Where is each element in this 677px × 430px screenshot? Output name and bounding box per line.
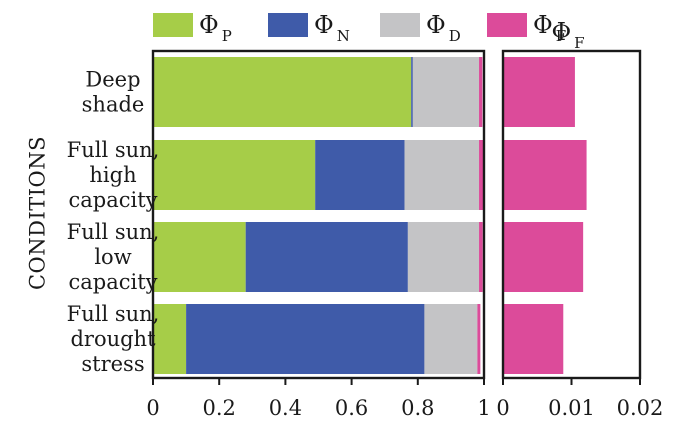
category-label: Deep [85, 68, 140, 92]
phi-f-bar-1 [503, 57, 575, 127]
x-tick-label: 0.6 [335, 396, 368, 420]
bar-n-3 [245, 222, 408, 292]
legend-swatch-f [487, 13, 527, 37]
category-label: capacity [68, 270, 157, 294]
x-tick-label: 0.4 [269, 396, 302, 420]
bar-f-3 [479, 222, 483, 292]
bar-n-1 [411, 57, 413, 127]
bar-f-2 [479, 140, 484, 210]
category-label: capacity [68, 188, 157, 212]
x-tick-label: 0.8 [401, 396, 434, 420]
x-tick-label: 0 [146, 396, 159, 420]
bar-n-2 [315, 140, 405, 210]
bar-d-4 [424, 304, 478, 374]
category-label: stress [81, 352, 144, 376]
phi-f-x-tick-label: 0.02 [617, 396, 664, 420]
bar-n-4 [186, 304, 425, 374]
phi-f-bars [503, 57, 587, 374]
legend-swatch-n [268, 13, 308, 37]
category-label: Full sun, [67, 302, 160, 326]
x-tick-label: 1 [477, 396, 490, 420]
y-axis-title: CONDITIONS [26, 136, 50, 290]
bar-p-1 [153, 57, 412, 127]
category-label: low [94, 245, 131, 269]
phi-f-x-tick-label: 0 [496, 396, 509, 420]
main-plot-frame [151, 49, 486, 380]
bar-d-1 [412, 57, 480, 127]
bar-p-2 [153, 140, 316, 210]
phi-f-bar-3 [503, 222, 584, 292]
category-label: Full sun, [67, 220, 160, 244]
legend-swatch-p [153, 13, 193, 37]
bar-f-1 [479, 57, 483, 127]
main-bars [153, 57, 484, 374]
phi-f-bar-2 [503, 140, 587, 210]
phi-f-bar-4 [503, 304, 564, 374]
phi-f-x-axis: 0 0.01 0.02 [496, 378, 663, 420]
bar-d-3 [407, 222, 480, 292]
category-label: drought [70, 327, 156, 351]
main-x-axis: 0 0.2 0.4 0.6 0.8 1 [146, 378, 491, 420]
category-label: Full sun, [67, 138, 160, 162]
phi-f-x-tick-label: 0.01 [548, 396, 595, 420]
category-label: high [89, 163, 136, 187]
bar-p-3 [153, 222, 246, 292]
legend-swatch-d [380, 13, 420, 37]
x-tick-label: 0.2 [202, 396, 235, 420]
category-label: shade [82, 93, 145, 117]
bar-p-4 [153, 304, 187, 374]
bar-f-4 [477, 304, 481, 374]
bar-d-2 [404, 140, 480, 210]
